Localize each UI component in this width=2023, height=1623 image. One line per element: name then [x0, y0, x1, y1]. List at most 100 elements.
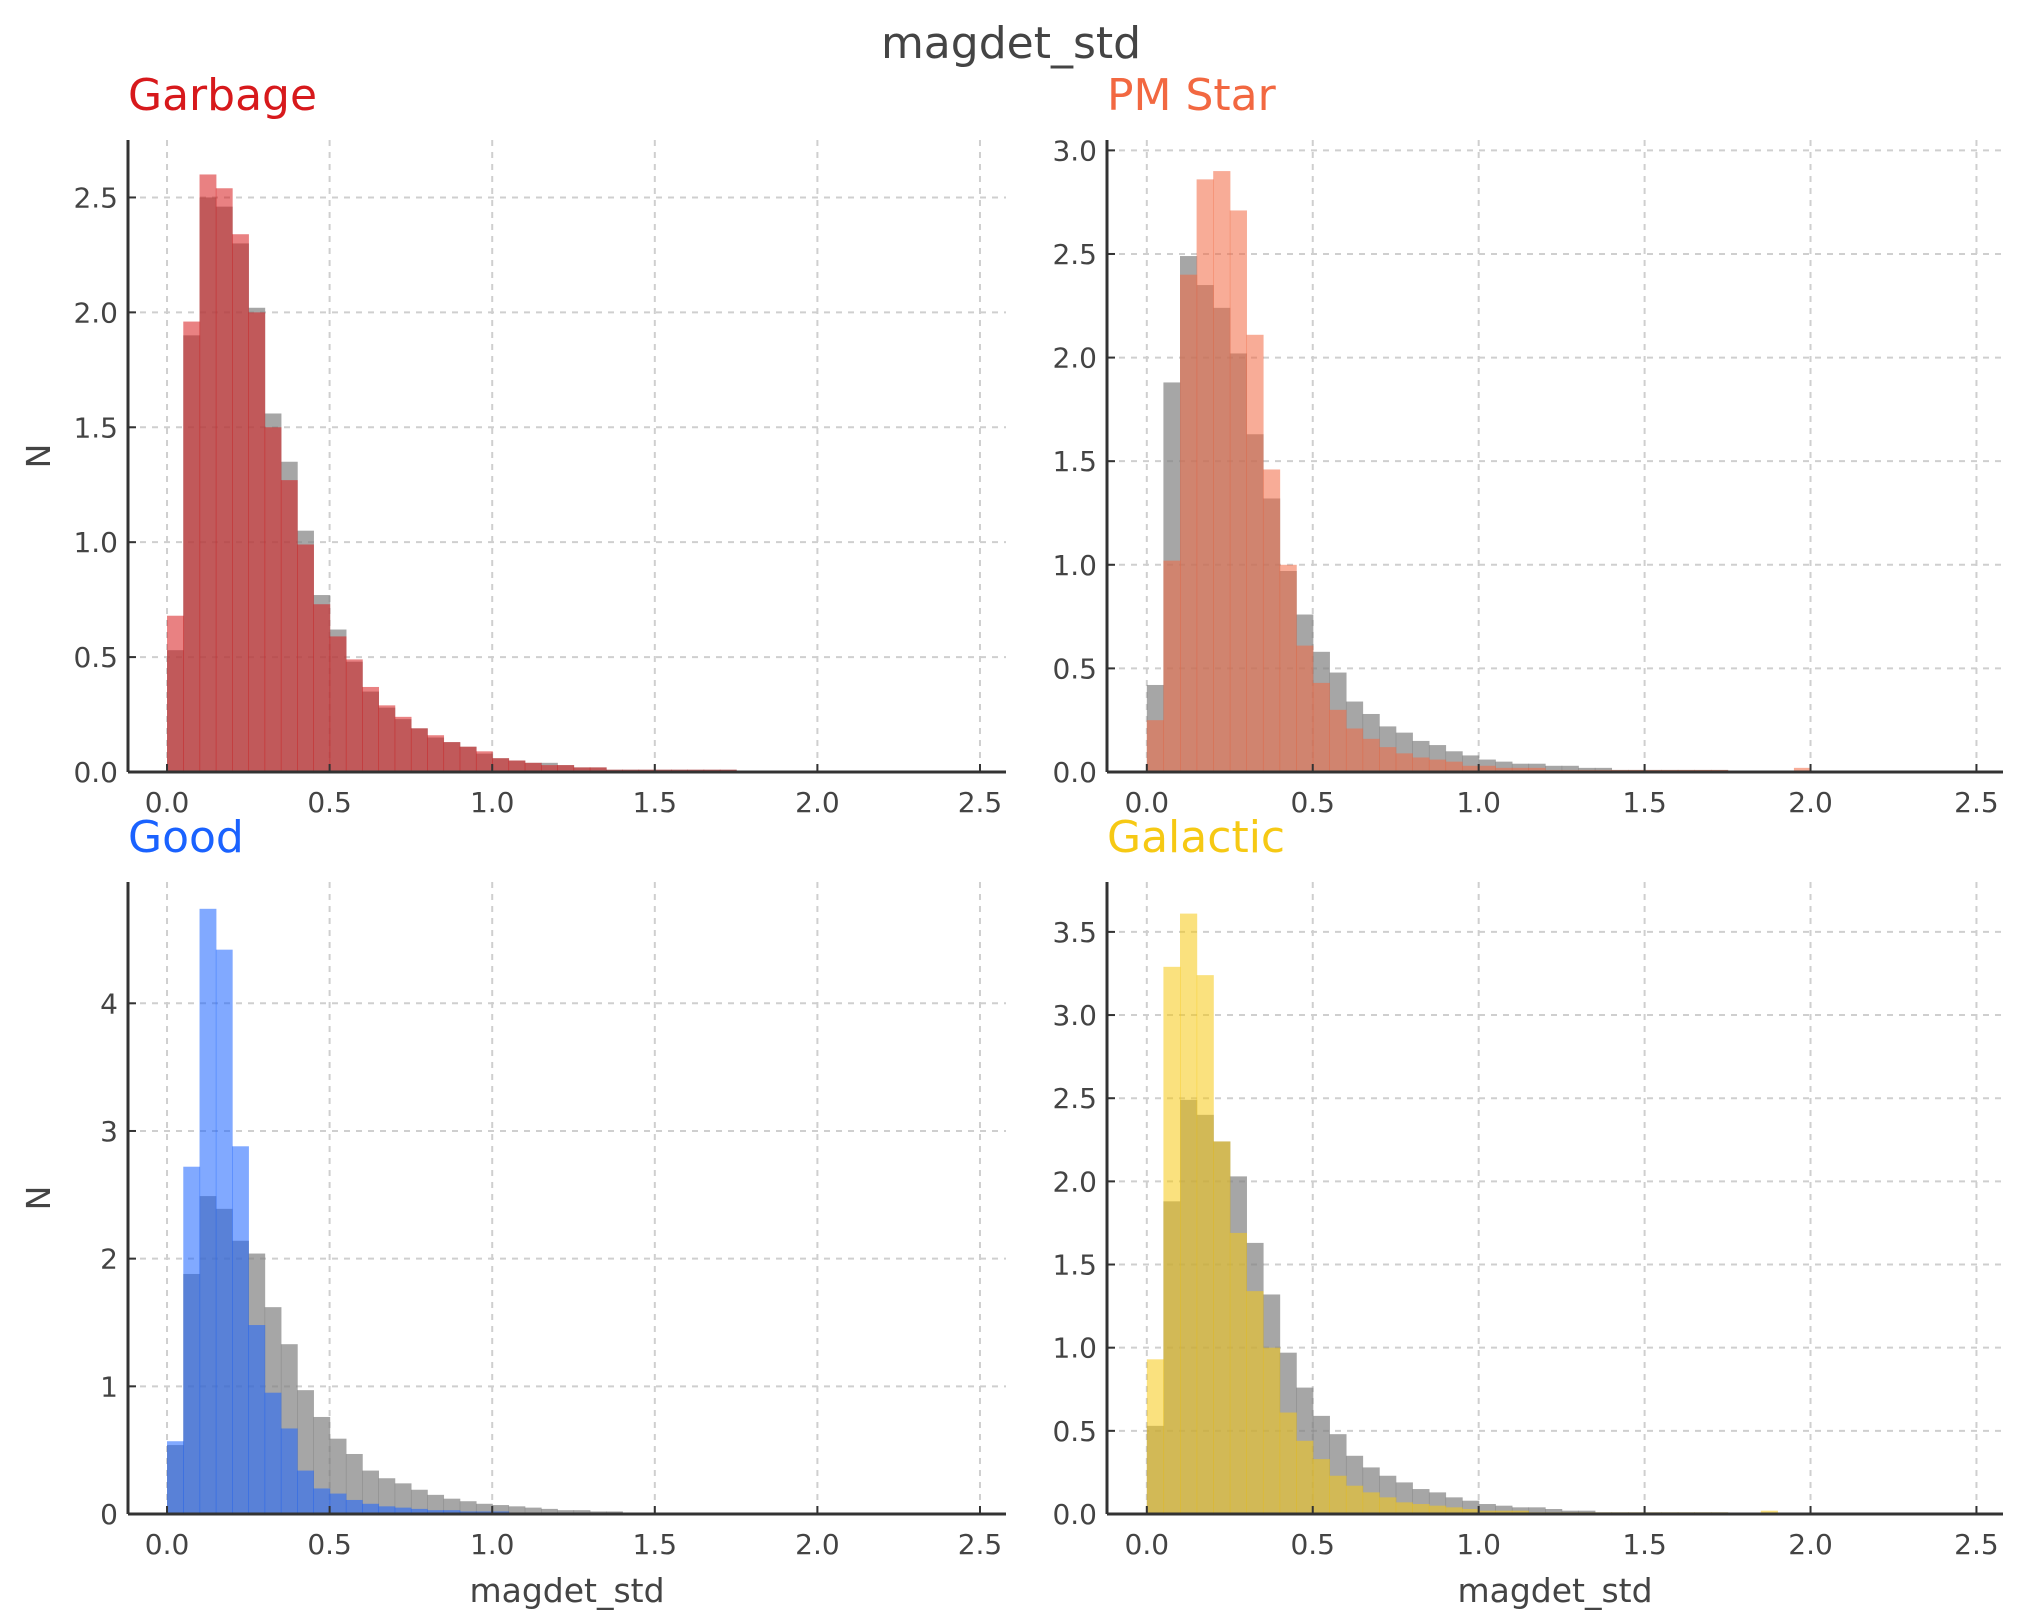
y-tick-label: 2 — [100, 1243, 118, 1276]
bar-all-good — [492, 1505, 510, 1514]
bar-all-good — [557, 1510, 575, 1514]
bar-galactic — [1495, 1510, 1513, 1514]
y-tick-label: 1.5 — [73, 411, 118, 444]
y-tick-label: 2.5 — [1052, 238, 1097, 271]
x-tick-label: 0.0 — [145, 1528, 190, 1561]
x-tick-label: 0.0 — [1125, 1528, 1170, 1561]
bar-garbage — [378, 705, 396, 772]
x-tick-label: 0.0 — [1125, 786, 1170, 819]
bar-garbage — [280, 480, 298, 772]
bar-pm-star — [1511, 767, 1530, 772]
x-tick-label: 1.5 — [1622, 786, 1667, 819]
bar-good — [183, 1166, 201, 1514]
bar-good — [378, 1506, 396, 1514]
bar-galactic — [1395, 1502, 1413, 1514]
bar-garbage — [167, 615, 184, 772]
x-tick-label: 2.0 — [795, 786, 840, 819]
y-tick-label: 0.0 — [73, 756, 118, 789]
bar-pm-star — [1312, 682, 1330, 772]
bar-galactic — [1462, 1509, 1480, 1514]
y-tick-label: 2.0 — [1052, 1165, 1097, 1198]
bar-all-good — [394, 1483, 412, 1514]
y-tick-label: 0 — [100, 1498, 118, 1531]
bar-pm-star — [1478, 765, 1496, 772]
bar-garbage — [410, 728, 428, 772]
y-tick-label: 0.5 — [1052, 1415, 1097, 1448]
bar-all-good — [410, 1489, 428, 1514]
bar-pm-star — [1229, 210, 1247, 772]
y-tick-label: 1 — [100, 1370, 118, 1403]
bar-good — [394, 1507, 412, 1514]
y-tick-label: 3 — [100, 1115, 118, 1148]
bar-galactic — [1428, 1505, 1447, 1514]
y-tick-label: 3.0 — [1052, 134, 1097, 167]
bar-garbage — [199, 174, 217, 773]
y-tick-label: 2.0 — [73, 296, 118, 329]
bar-all-galactic — [1478, 1504, 1496, 1514]
bar-good — [248, 1325, 266, 1514]
bar-pm-star — [1163, 560, 1181, 772]
panel-garbage: 0.0 0.5 1.0 1.5 2.0 2.5 0.0 0.5 1.0 1.5 2.0 2.5 Garb… — [19, 70, 1006, 819]
x-tick-label: 1.0 — [470, 1528, 515, 1561]
bar-galactic — [1511, 1510, 1530, 1514]
bar-garbage — [232, 234, 249, 772]
bar-galactic — [1262, 1347, 1281, 1514]
bar-all-good — [573, 1510, 591, 1514]
bar-good — [443, 1510, 461, 1514]
y-tick-label: 0.5 — [73, 641, 118, 674]
bar-garbage — [362, 686, 379, 772]
x-tick-label: 2.5 — [958, 786, 1003, 819]
bar-galactic — [1196, 975, 1214, 1514]
bar-pm-star — [1180, 274, 1198, 772]
x-tick-label: 0.0 — [145, 786, 190, 819]
bar-galactic — [1362, 1492, 1380, 1514]
bar-garbage — [459, 746, 477, 772]
bar-good — [215, 949, 233, 1514]
bar-garbage — [297, 544, 314, 772]
bar-good — [362, 1503, 379, 1514]
bar-galactic — [1478, 1510, 1496, 1514]
bar-pm-star — [1246, 334, 1264, 772]
x-tick-label: 2.0 — [1788, 1528, 1833, 1561]
y-tick-label: 2.5 — [1052, 1082, 1097, 1115]
bar-garbage — [508, 760, 526, 772]
bar-garbage — [540, 765, 558, 772]
y-tick-label: 4 — [100, 987, 118, 1020]
bar-garbage — [573, 767, 591, 772]
y-tick-label: 2.0 — [1052, 342, 1097, 375]
bar-pm-star — [1296, 645, 1314, 772]
bar-good — [427, 1510, 445, 1514]
bar-garbage — [313, 604, 331, 772]
bar-pm-star — [1279, 564, 1297, 772]
x-axis-label: magdet_std — [469, 1571, 664, 1610]
figure-title: magdet_std — [881, 18, 1141, 69]
bar-pm-star — [1146, 720, 1165, 772]
bar-garbage — [524, 762, 542, 772]
bar-all-good — [378, 1478, 396, 1514]
panel-title: Galactic — [1107, 812, 1285, 863]
bar-garbage — [443, 742, 461, 772]
bar-galactic — [1163, 966, 1181, 1514]
bar-galactic — [1379, 1497, 1397, 1514]
bar-garbage — [264, 427, 282, 772]
x-tick-label: 2.5 — [1954, 1528, 1999, 1561]
x-tick-label: 1.0 — [470, 786, 515, 819]
x-tick-label: 1.5 — [1622, 1528, 1667, 1561]
x-tick-label: 2.0 — [795, 1528, 840, 1561]
bar-garbage — [394, 716, 412, 772]
bar-garbage — [427, 735, 445, 772]
bar-pm-star — [1262, 469, 1281, 772]
bar-galactic — [1760, 1510, 1778, 1514]
bar-galactic — [1180, 913, 1198, 1514]
x-tick-label: 2.0 — [1788, 786, 1833, 819]
bar-all-pm-star — [1495, 761, 1513, 772]
bar-good — [264, 1392, 282, 1514]
bar-good — [167, 1441, 184, 1514]
x-tick-label: 0.5 — [307, 1528, 352, 1561]
x-tick-label: 0.5 — [1290, 1528, 1335, 1561]
panel-pm-star: 0.0 0.5 1.0 1.5 2.0 2.5 0.0 0.5 1.0 1.5 2.0 2.5 3.0 P… — [1052, 70, 2003, 819]
bar-all-good — [427, 1494, 445, 1514]
x-tick-label: 1.5 — [633, 1528, 678, 1561]
